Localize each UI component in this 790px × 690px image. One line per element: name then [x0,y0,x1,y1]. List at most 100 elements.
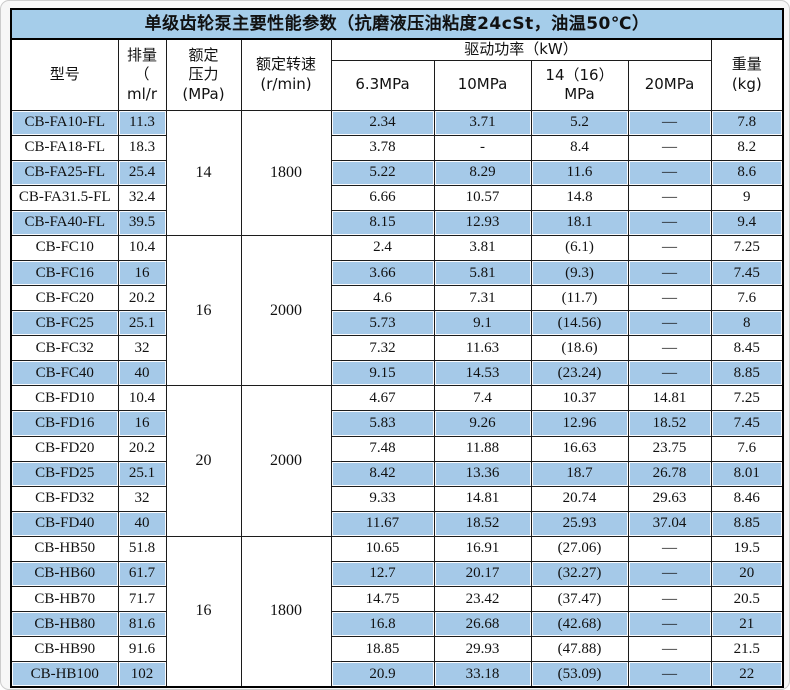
cell-power-6-3mpa: 9.15 [330,360,435,387]
cell-model: CB-FD40 [10,510,119,537]
table-row: CB-FC25 25.1 5.73 9.1 (14.56) —8 [10,310,784,337]
cell-displacement: 10.4 [117,234,167,261]
col-header-rated-speed: 额定转速 (r/min) [240,38,332,111]
cell-rated-speed: 1800 [240,535,332,688]
cell-power-14-16mpa: 25.93 [530,510,629,537]
cell-power-6-3mpa: 9.33 [330,485,435,512]
cell-model: CB-FA25-FL [10,159,119,186]
cell-displacement: 11.3 [117,109,167,136]
title-row: 单级齿轮泵主要性能参数（抗磨液压油粘度24cSt，油温50℃） [10,8,784,40]
pump-performance-table: 单级齿轮泵主要性能参数（抗磨液压油粘度24cSt，油温50℃） 型号 排量（ml… [10,8,785,688]
cell-weight: 7.25 [710,385,784,412]
cell-displacement: 32 [117,485,167,512]
table-row: CB-HB50 51.8 16 1800 10.65 16.91 (27.06) —19.5 [10,535,784,688]
table-row: CB-HB80 81.6 16.8 26.68 (42.68) —21 [10,611,784,638]
table-row: CB-HB90 91.6 18.85 29.93 (47.88) —21.5 [10,636,784,663]
cell-model: CB-FD16 [10,410,119,437]
cell-power-20mpa: — [627,184,712,211]
cell-power-14-16mpa: (18.6) [530,335,629,362]
table-row: CB-FD25 25.1 8.42 13.36 18.7 26.78 8.01 [10,460,784,487]
cell-power-14-16mpa: 18.7 [530,460,629,487]
cell-power-14-16mpa: 18.1 [530,209,629,236]
cell-power-10mpa: 3.81 [433,234,532,261]
cell-power-6-3mpa: 6.66 [330,184,435,211]
cell-power-14-16mpa: (53.09) [530,661,629,688]
cell-power-20mpa: — [627,285,712,312]
cell-model: CB-FD20 [10,435,119,462]
cell-power-10mpa: 16.91 [433,535,532,562]
table-row: CB-FC10 10.4 16 2000 2.4 3.81 (6.1) —7.25 [10,234,784,387]
table-row: CB-FD16 16 5.83 9.26 12.96 18.52 7.45 [10,410,784,437]
cell-power-6-3mpa: 11.67 [330,510,435,537]
cell-power-6-3mpa: 20.9 [330,661,435,688]
cell-power-6-3mpa: 8.15 [330,209,435,236]
cell-model: CB-FC32 [10,335,119,362]
cell-model: CB-HB100 [10,661,119,688]
cell-power-10mpa: 14.81 [433,485,532,512]
cell-power-20mpa: — [627,259,712,287]
cell-power-20mpa: — [627,535,712,562]
cell-power-6-3mpa: 4.67 [330,385,435,412]
cell-power-14-16mpa: (37.47) [530,585,629,613]
cell-power-14-16mpa: (11.7) [530,285,629,312]
cell-displacement: 32 [117,335,167,362]
cell-power-10mpa: 18.52 [433,510,532,537]
cell-power-6-3mpa: 2.34 [330,109,435,136]
cell-power-10mpa: 29.93 [433,636,532,663]
cell-model: CB-FC10 [10,234,119,261]
cell-power-6-3mpa: 8.42 [330,460,435,487]
cell-weight: 7.8 [710,109,784,136]
cell-power-10mpa: 9.1 [433,310,532,337]
cell-displacement: 20.2 [117,285,167,312]
cell-weight: 19.5 [710,535,784,562]
cell-displacement: 40 [117,360,167,387]
cell-weight: 22 [710,661,784,688]
cell-power-14-16mpa: 20.74 [530,485,629,512]
cell-weight: 7.45 [710,410,784,437]
col-header-10mpa: 10MPa [433,59,532,111]
cell-power-20mpa: — [627,134,712,161]
cell-rated-pressure: 16 [165,535,242,688]
col-header-model: 型号 [10,38,119,111]
header-row-group: 型号 排量（ml/r 额定 压力 (MPa) 额定转速 (r/min) 驱动功率（kW… [10,38,784,111]
cell-displacement: 16 [117,410,167,437]
cell-power-6-3mpa: 3.78 [330,134,435,161]
cell-power-20mpa: — [627,661,712,688]
cell-power-10mpa: 5.81 [433,259,532,287]
cell-power-10mpa: 12.93 [433,209,532,236]
cell-power-20mpa: 29.63 [627,485,712,512]
cell-model: CB-FD32 [10,485,119,512]
cell-displacement: 40 [117,510,167,537]
cell-power-20mpa: — [627,585,712,613]
cell-power-10mpa: 10.57 [433,184,532,211]
cell-power-10mpa: 9.26 [433,410,532,437]
cell-weight: 8.45 [710,335,784,362]
cell-displacement: 32.4 [117,184,167,211]
cell-model: CB-HB70 [10,585,119,613]
table-body: CB-FA10-FL 11.3 14 1800 2.34 3.71 5.2—7.8 CB-FA… [10,109,784,688]
cell-model: CB-FC16 [10,259,119,287]
cell-weight: 8.85 [710,510,784,537]
table-row: CB-HB60 61.7 12.7 20.17 (32.27) —20 [10,560,784,587]
cell-weight: 8.6 [710,159,784,186]
table-row: CB-FD40 40 11.67 18.52 25.93 37.04 8.85 [10,510,784,537]
cell-power-6-3mpa: 7.32 [330,335,435,362]
col-header-weight: 重量 (kg) [710,38,784,111]
cell-power-6-3mpa: 12.7 [330,560,435,587]
cell-power-10mpa: 11.63 [433,335,532,362]
cell-displacement: 61.7 [117,560,167,587]
cell-power-14-16mpa: 5.2 [530,109,629,136]
cell-weight: 8.85 [710,360,784,387]
cell-weight: 21.5 [710,636,784,663]
cell-power-14-16mpa: (47.88) [530,636,629,663]
col-header-20mpa: 20MPa [627,59,712,111]
cell-power-10mpa: 7.4 [433,385,532,412]
table-title: 单级齿轮泵主要性能参数（抗磨液压油粘度24cSt，油温50℃） [10,8,784,40]
cell-weight: 8 [710,310,784,337]
cell-weight: 8.01 [710,460,784,487]
cell-rated-speed: 1800 [240,109,332,236]
cell-power-14-16mpa: (42.68) [530,611,629,638]
cell-model: CB-HB90 [10,636,119,663]
cell-model: CB-FA18-FL [10,134,119,161]
cell-power-14-16mpa: (9.3) [530,259,629,287]
